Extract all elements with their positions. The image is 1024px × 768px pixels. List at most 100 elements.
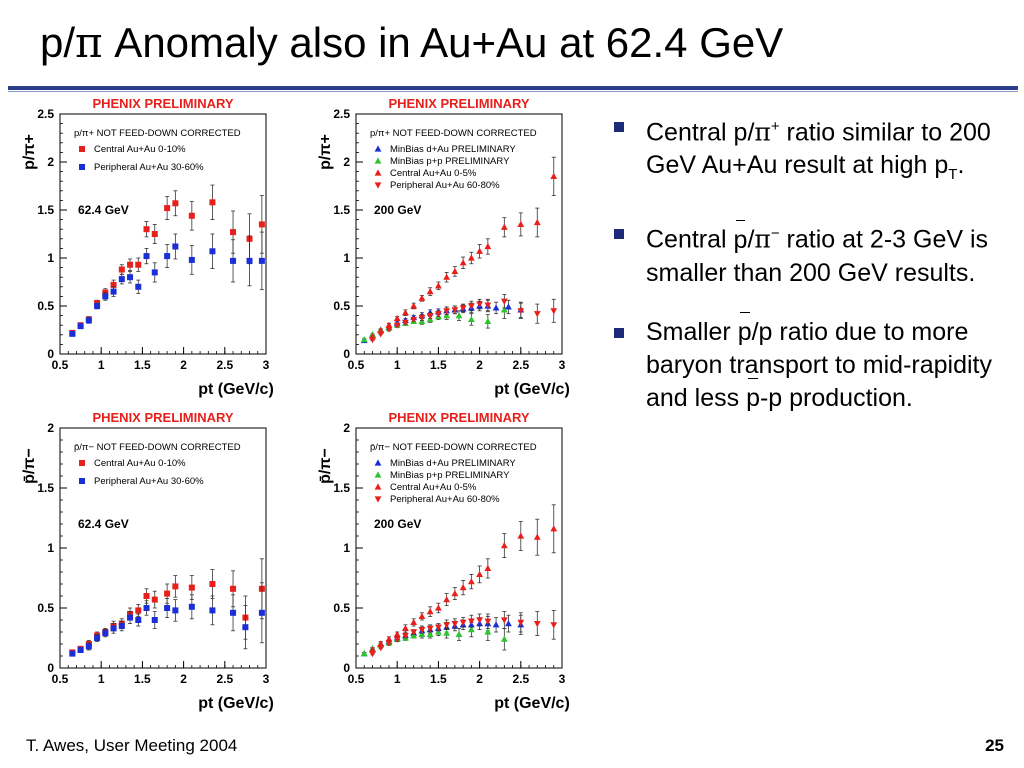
data-point (467, 578, 475, 585)
bullet-pi: π (754, 117, 771, 147)
data-point (484, 317, 492, 324)
bullet-2: Central p/π− ratio at 2-3 GeV is smaller… (608, 217, 1008, 289)
data-point (459, 305, 467, 312)
data-point (467, 315, 475, 323)
page-number: 25 (985, 736, 1004, 755)
bullet-1: Central p/π+ ratio similar to 200 GeV Au… (608, 110, 1008, 191)
bullet-square-icon (614, 229, 624, 240)
legend-label: MinBias d+Au PRELIMINARY (390, 144, 516, 155)
x-tick-label: 3 (559, 672, 566, 686)
data-point (500, 542, 508, 549)
data-series (69, 582, 265, 657)
data-point (94, 303, 101, 309)
data-point (426, 608, 434, 615)
data-point (418, 612, 426, 619)
data-point (550, 622, 558, 629)
y-tick-label: 1 (343, 251, 350, 265)
data-point (402, 633, 409, 640)
data-point (410, 302, 418, 309)
data-series (369, 609, 558, 658)
bullet-sub: T (948, 166, 958, 184)
energy-label: 200 GeV (374, 203, 421, 217)
data-point (209, 248, 216, 255)
legend-marker (79, 146, 85, 152)
data-point (143, 253, 150, 260)
x-tick-label: 2 (476, 358, 483, 372)
data-point (85, 643, 92, 650)
x-tick-label: 1.5 (134, 358, 151, 372)
data-point (110, 281, 117, 288)
data-series (369, 504, 558, 653)
y-tick-label: 2.5 (333, 107, 350, 121)
y-tick-label: 0 (47, 661, 54, 675)
data-point (94, 635, 101, 641)
data-point (369, 651, 376, 658)
data-point (533, 533, 541, 540)
data-point (172, 583, 179, 590)
data-point (77, 323, 84, 330)
x-tick-label: 0.5 (348, 672, 365, 686)
y-axis-label-text: p/π+ (21, 134, 38, 170)
chart-annotation: p/π+ NOT FEED-DOWN CORRECTED (370, 128, 537, 139)
data-point (451, 307, 459, 314)
legend-marker (374, 169, 382, 176)
data-point (500, 617, 508, 624)
x-axis-label: pt (GeV/c) (494, 695, 570, 712)
data-point (164, 253, 171, 260)
data-point (418, 627, 426, 634)
x-tick-label: 1.5 (430, 358, 447, 372)
data-point (443, 596, 451, 603)
bullet-pbar: p (746, 377, 760, 415)
data-point (402, 309, 409, 316)
data-point (410, 316, 418, 324)
chart-annotation: p/π+ NOT FEED-DOWN CORRECTED (74, 128, 241, 139)
data-point (455, 630, 463, 637)
bullet-3: Smaller p/p ratio due to more baryon tra… (608, 311, 1008, 415)
data-point (492, 621, 500, 628)
data-point (393, 630, 401, 637)
y-tick-label: 0 (47, 347, 54, 361)
data-point (550, 525, 558, 532)
legend-marker (79, 460, 85, 466)
y-tick-label: 0.5 (37, 299, 54, 313)
bullet-sup: − (770, 225, 780, 243)
data-series (369, 294, 558, 344)
bullet-text: Smaller (646, 317, 738, 346)
data-point (435, 311, 442, 318)
y-tick-label: 2 (47, 155, 54, 169)
data-point (517, 308, 525, 315)
data-point (455, 312, 463, 319)
data-point (505, 620, 512, 627)
data-point (500, 298, 508, 305)
x-tick-label: 0.5 (52, 358, 69, 372)
x-tick-label: 2.5 (216, 672, 233, 686)
y-tick-label: 2 (343, 421, 350, 435)
legend-label: Central Au+Au 0-10% (94, 458, 186, 469)
data-series (360, 621, 508, 657)
bullet-pbar: p (734, 219, 747, 257)
x-tick-label: 1 (394, 358, 401, 372)
data-point (127, 614, 134, 621)
x-axis-label: pt (GeV/c) (198, 381, 274, 398)
x-tick-label: 1 (98, 358, 105, 372)
data-point (410, 629, 418, 636)
data-point (164, 205, 171, 212)
bullet-text: . (957, 151, 965, 180)
data-point (110, 625, 117, 632)
data-point (484, 242, 492, 250)
x-tick-label: 1 (98, 672, 105, 686)
data-point (451, 267, 459, 275)
data-point (476, 247, 483, 254)
data-point (102, 293, 109, 300)
bullet-text: Central p/ (646, 118, 755, 147)
bullet-text: / (747, 225, 755, 254)
data-point (172, 200, 179, 207)
data-point (230, 257, 237, 264)
legend-marker (374, 145, 382, 152)
bullet-text: -p production. (759, 383, 913, 412)
x-tick-label: 3 (263, 672, 270, 686)
x-tick-label: 3 (263, 358, 270, 372)
data-point (500, 635, 508, 642)
